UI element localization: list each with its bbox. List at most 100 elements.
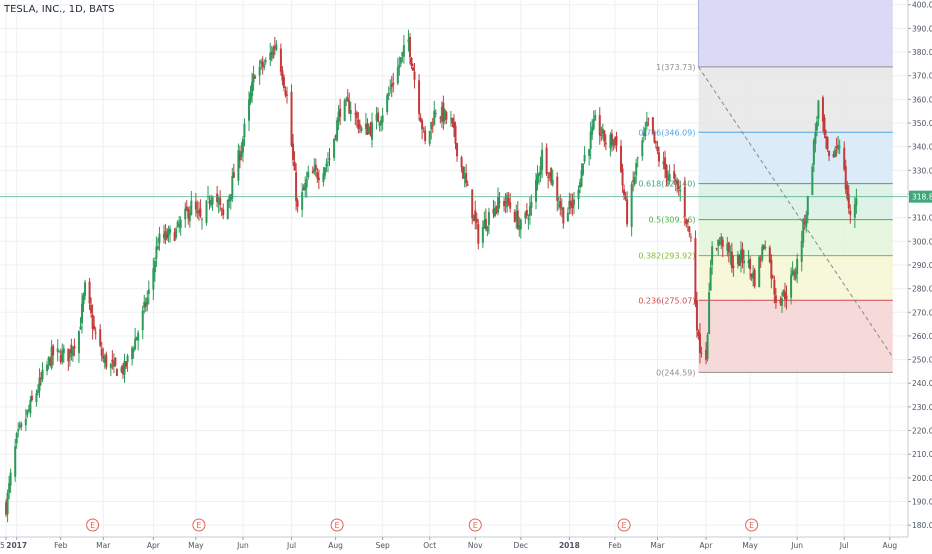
earnings-label: E — [196, 521, 201, 530]
candle-body — [495, 206, 498, 209]
candle-body — [620, 145, 623, 173]
candle — [487, 207, 490, 235]
candle — [399, 57, 402, 67]
candle — [507, 192, 510, 206]
candle — [484, 208, 487, 231]
candle-body — [125, 361, 128, 367]
candle — [493, 201, 496, 218]
candle — [20, 421, 23, 431]
candle-body — [413, 71, 416, 80]
candle-body — [392, 82, 395, 85]
candle — [281, 66, 284, 86]
candle-body — [683, 186, 686, 217]
candle-body — [176, 221, 179, 227]
candle — [551, 169, 554, 187]
candles — [5, 29, 858, 523]
candle — [58, 350, 61, 354]
candle-body — [190, 200, 193, 216]
candle-body — [430, 121, 433, 130]
time-axis[interactable]: 5 2017 Feb Mar Apr May Jun Jul Aug Sep Oct Nov Dec 20… — [0, 536, 932, 550]
y-tick-label: 400.00 — [912, 1, 932, 10]
candle-body — [402, 45, 405, 57]
candle-body — [442, 102, 445, 123]
candle — [662, 151, 665, 170]
candle — [378, 121, 381, 132]
candle-body — [715, 247, 718, 249]
candle — [835, 137, 838, 157]
x-tick-label: Jun — [236, 541, 249, 550]
candle-body — [188, 212, 191, 222]
candle-body — [326, 161, 329, 163]
y-tick-label: 370.00 — [912, 72, 932, 81]
candle-body — [559, 201, 562, 208]
candle-body — [290, 91, 293, 146]
candle-body — [380, 119, 383, 125]
candle — [717, 239, 720, 256]
candle — [838, 139, 841, 155]
candle-body — [780, 298, 783, 306]
candle — [612, 138, 615, 151]
earnings-marker[interactable]: E — [330, 518, 344, 532]
candle-body — [412, 67, 415, 71]
candle — [791, 261, 794, 277]
candle-body — [29, 399, 32, 414]
candle — [134, 328, 137, 351]
candle-body — [14, 446, 17, 477]
candle — [179, 216, 182, 236]
candle — [421, 118, 424, 140]
earnings-marker[interactable]: E — [86, 518, 100, 532]
candle — [364, 112, 367, 135]
candle-body — [141, 310, 144, 331]
candle-body — [307, 171, 310, 178]
candle — [790, 267, 793, 305]
fibonacci-retracement[interactable]: 1(373.73)0.786(346.09)0.618(324.40)0.5(3… — [638, 0, 893, 377]
candle-body — [668, 174, 671, 181]
earnings-marker[interactable]: E — [192, 518, 206, 532]
candle-body — [281, 70, 284, 81]
candle — [301, 183, 304, 218]
candle-body — [462, 167, 465, 179]
candle-body — [698, 333, 701, 353]
candle-body — [152, 268, 155, 290]
x-tick-label: 2017 — [6, 541, 27, 550]
earnings-icon — [86, 518, 100, 532]
candle-body — [518, 225, 521, 230]
candle-body — [541, 149, 544, 170]
candle-body — [539, 165, 542, 175]
candle — [668, 164, 671, 185]
earnings-marker[interactable]: E — [745, 518, 759, 532]
candle — [559, 194, 562, 216]
candle-body — [275, 44, 278, 50]
candle-body — [594, 115, 597, 121]
price-axis-bg — [908, 0, 932, 550]
candle — [123, 353, 126, 383]
earnings-marker[interactable]: E — [617, 518, 631, 532]
candle-body — [178, 224, 181, 227]
candle — [817, 99, 820, 127]
candle-body — [252, 74, 255, 83]
candle-body — [17, 429, 20, 432]
price-axis[interactable]: 180.00 190.00 200.00 210.00 220.00 230.00 240.… — [907, 0, 932, 550]
candle-body — [179, 219, 182, 229]
candle-body — [456, 143, 459, 157]
candle — [645, 111, 648, 129]
candle — [115, 368, 118, 377]
candle-body — [506, 194, 509, 208]
candle-body — [759, 259, 762, 261]
earnings-label: E — [473, 521, 478, 530]
candle-body — [560, 207, 563, 210]
candle-body — [686, 219, 689, 223]
candle — [339, 98, 342, 126]
candle-body — [750, 273, 753, 277]
candle — [855, 188, 858, 214]
candle — [560, 198, 563, 218]
candle — [849, 204, 852, 224]
earnings-marker[interactable]: E — [468, 518, 482, 532]
candle — [71, 346, 74, 362]
y-tick-label: 350.00 — [912, 119, 932, 128]
candle — [630, 181, 633, 237]
candle — [709, 259, 712, 291]
candle-body — [527, 218, 530, 220]
candle — [143, 294, 146, 314]
